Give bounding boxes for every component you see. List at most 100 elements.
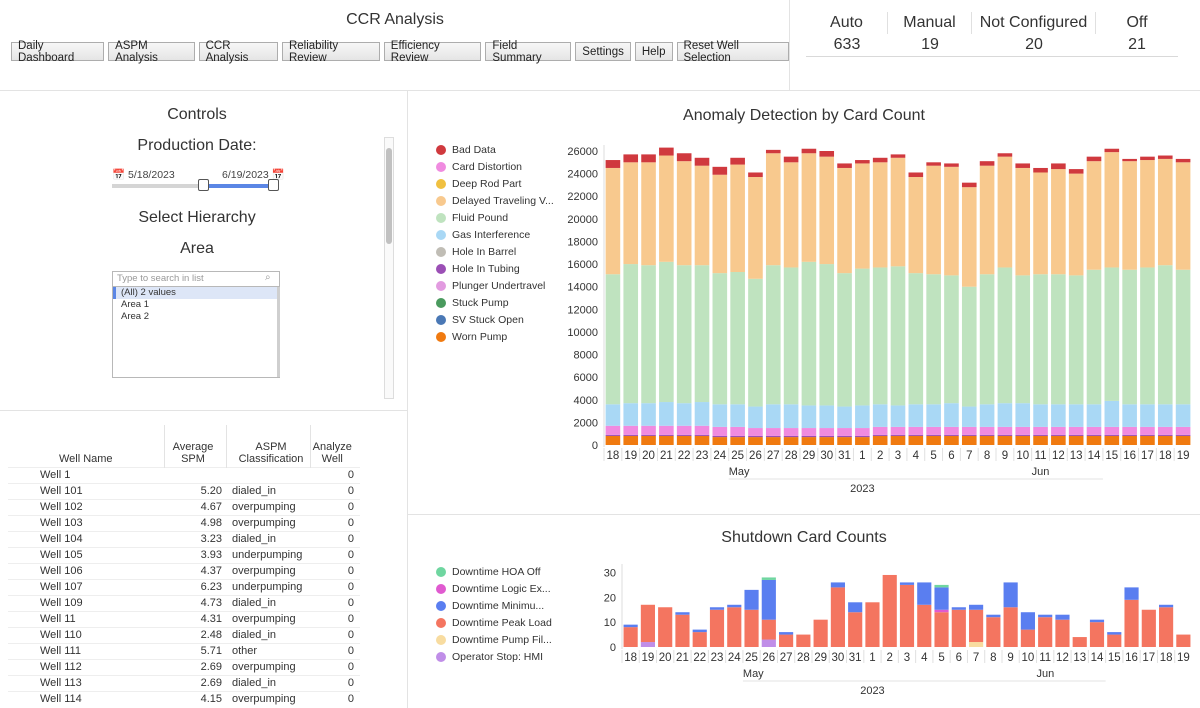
- aspm-classification-cell: underpumping: [226, 578, 310, 595]
- legend-item[interactable]: Operator Stop: HMI: [436, 648, 552, 665]
- legend-label: Hole In Barrel: [452, 245, 517, 258]
- bar-segment: [1104, 148, 1120, 153]
- bar-segment: [944, 435, 959, 445]
- bar-segment: [765, 428, 781, 436]
- date-start-value: 5/18/2023: [128, 169, 175, 181]
- field-summary-button[interactable]: Field Summary: [485, 40, 572, 64]
- column-header-aspm-classification[interactable]: ASPM Classification: [226, 425, 311, 467]
- legend-item[interactable]: SV Stuck Open: [436, 311, 554, 328]
- shutdown-legend: Downtime HOA Off Downtime Logic Ex... Down…: [436, 563, 552, 665]
- table-row[interactable]: Well 113 2.69 dialed_in 0: [8, 674, 360, 691]
- legend-item[interactable]: Downtime Peak Load: [436, 614, 552, 631]
- bar-segment: [1159, 604, 1174, 608]
- legend-item[interactable]: Worn Pump: [436, 328, 554, 345]
- daily-dashboard-button[interactable]: Daily Dashboard: [11, 40, 105, 64]
- table-row[interactable]: Well 1 0: [8, 466, 360, 483]
- date-slider-end-handle[interactable]: [268, 179, 279, 191]
- bar-segment: [934, 609, 949, 613]
- table-row[interactable]: Well 106 4.37 overpumping 0: [8, 562, 360, 579]
- aspm-analysis-button[interactable]: ASPM Analysis: [108, 40, 195, 64]
- bar-segment: [605, 274, 621, 405]
- legend-item[interactable]: Hole In Tubing: [436, 260, 554, 277]
- table-row[interactable]: Well 114 4.15 overpumping 0: [8, 690, 360, 707]
- legend-item[interactable]: Plunger Undertravel: [436, 277, 554, 294]
- y-tick-label: 10000: [567, 327, 598, 339]
- area-search-input[interactable]: Type to search in list: [112, 271, 280, 287]
- legend-item[interactable]: Stuck Pump: [436, 294, 554, 311]
- column-header-well-name[interactable]: Well Name: [8, 425, 165, 467]
- date-slider-range: [204, 184, 274, 188]
- ccr-analysis-button[interactable]: CCR Analysis: [198, 40, 278, 64]
- area-list-item-area-2[interactable]: Area 2: [121, 311, 149, 322]
- bar-segment: [676, 403, 692, 426]
- legend-item[interactable]: Card Distortion: [436, 158, 554, 175]
- legend-item[interactable]: Delayed Traveling V...: [436, 192, 554, 209]
- average-spm-cell: 6.23: [164, 578, 226, 595]
- bar-segment: [1122, 435, 1137, 445]
- legend-item[interactable]: Downtime HOA Off: [436, 563, 552, 580]
- bar-segment: [659, 425, 674, 435]
- bar-segment: [640, 642, 655, 647]
- legend-item[interactable]: Fluid Pound: [436, 209, 554, 226]
- date-start[interactable]: 📅 5/18/2023: [112, 168, 175, 181]
- table-row[interactable]: Well 102 4.67 overpumping 0: [8, 498, 360, 515]
- legend-label: Downtime Peak Load: [452, 616, 552, 629]
- table-row[interactable]: Well 101 5.20 dialed_in 0: [8, 482, 360, 499]
- bar-segment: [837, 167, 852, 274]
- area-list-item-area-1[interactable]: Area 1: [121, 299, 149, 310]
- anomaly-chart-title: Anomaly Detection by Card Count: [683, 107, 925, 124]
- legend-item[interactable]: Downtime Pump Fil...: [436, 631, 552, 648]
- legend-item[interactable]: Downtime Minimu...: [436, 597, 552, 614]
- bar-segment: [819, 264, 835, 406]
- legend-item[interactable]: Deep Rod Part: [436, 175, 554, 192]
- legend-item[interactable]: Downtime Logic Ex...: [436, 580, 552, 597]
- bar-segment: [676, 435, 692, 445]
- x-tick-label: 31: [849, 652, 862, 664]
- reliability-review-button[interactable]: Reliability Review: [281, 40, 380, 64]
- bar-segment: [730, 426, 745, 436]
- legend-swatch: [436, 331, 446, 342]
- x-tick-label: 20: [642, 450, 655, 462]
- y-tick-label: 12000: [567, 304, 598, 316]
- list-scrollbar[interactable]: [277, 287, 280, 377]
- table-row[interactable]: Well 111 5.71 other 0: [8, 642, 360, 659]
- bar-segment: [783, 435, 799, 438]
- table-row[interactable]: Well 112 2.69 overpumping 0: [8, 658, 360, 675]
- controls-scrollbar-thumb[interactable]: [386, 148, 392, 244]
- column-header-average-spm[interactable]: Average SPM: [164, 425, 227, 467]
- y-tick-label: 24000: [567, 169, 598, 181]
- table-row[interactable]: Well 104 3.23 dialed_in 0: [8, 530, 360, 547]
- controls-panel: Controls Production Date: 📅 5/18/2023 6/…: [0, 90, 408, 410]
- bar-segment: [727, 607, 742, 647]
- bar-segment: [1107, 632, 1122, 635]
- legend-item[interactable]: Bad Data: [436, 141, 554, 158]
- help-button[interactable]: Help: [634, 42, 673, 61]
- bar-segment: [1086, 426, 1102, 435]
- average-spm-cell: 4.98: [164, 514, 226, 531]
- legend-item[interactable]: Hole In Barrel: [436, 243, 554, 260]
- table-row[interactable]: Well 11 4.31 overpumping 0: [8, 610, 360, 627]
- table-row[interactable]: Well 107 6.23 underpumping 0: [8, 578, 360, 595]
- date-slider-track[interactable]: [112, 184, 276, 188]
- settings-button[interactable]: Settings: [575, 42, 631, 61]
- table-row[interactable]: Well 109 4.73 dialed_in 0: [8, 594, 360, 611]
- date-end[interactable]: 6/19/2023 📅: [222, 168, 285, 181]
- efficiency-review-button[interactable]: Efficiency Review: [383, 40, 482, 64]
- table-row[interactable]: Well 105 3.93 underpumping 0: [8, 546, 360, 563]
- bar-segment: [1051, 169, 1066, 275]
- reset-well-selection-button[interactable]: Reset Well Selection: [676, 40, 789, 64]
- bar-segment: [1015, 426, 1031, 435]
- table-row[interactable]: Well 110 2.48 dialed_in 0: [8, 626, 360, 643]
- column-header-analyze-well[interactable]: Analyze Well: [312, 440, 352, 465]
- bar-segment: [961, 406, 977, 427]
- bar-segment: [783, 437, 799, 445]
- table-row[interactable]: Well 103 4.98 overpumping 0: [8, 514, 360, 531]
- area-list-item-all[interactable]: (All) 2 values: [113, 287, 279, 299]
- controls-scrollbar[interactable]: [384, 137, 394, 399]
- date-slider-start-handle[interactable]: [198, 179, 209, 191]
- bar-segment: [1055, 619, 1070, 647]
- bar-segment: [899, 582, 915, 585]
- legend-item[interactable]: Gas Interference: [436, 226, 554, 243]
- x-tick-label: 6: [948, 450, 954, 462]
- bar-segment: [1003, 582, 1018, 608]
